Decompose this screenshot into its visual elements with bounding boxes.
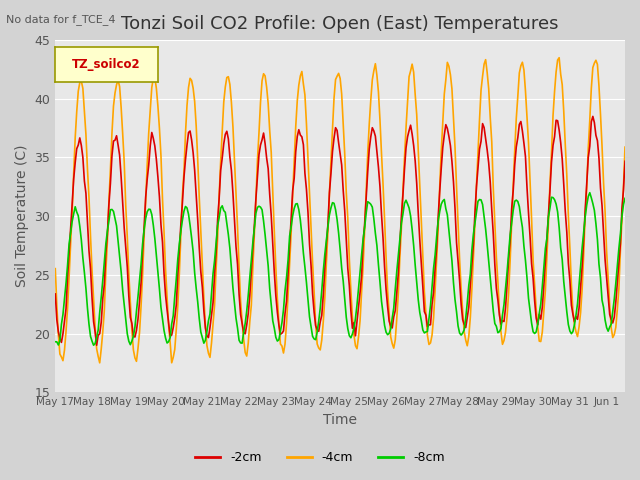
X-axis label: Time: Time [323,413,357,427]
Legend: -2cm, -4cm, -8cm: -2cm, -4cm, -8cm [190,446,450,469]
Text: No data for f_TCE_4: No data for f_TCE_4 [6,14,116,25]
Y-axis label: Soil Temperature (C): Soil Temperature (C) [15,145,29,288]
Title: Tonzi Soil CO2 Profile: Open (East) Temperatures: Tonzi Soil CO2 Profile: Open (East) Temp… [122,15,559,33]
